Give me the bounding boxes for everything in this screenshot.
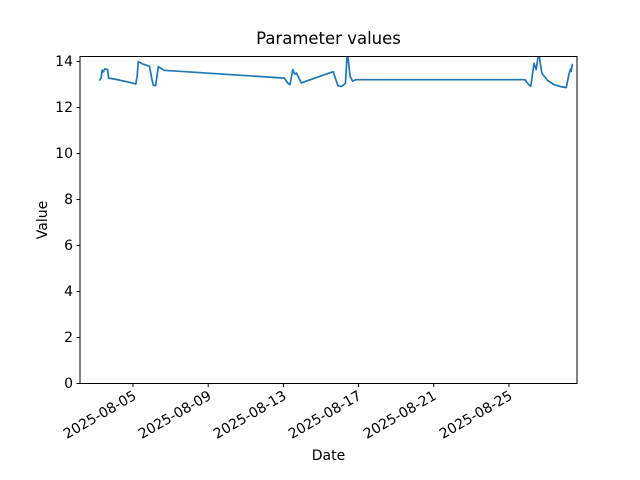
y-tick-label: 14 — [55, 53, 73, 70]
chart-title: Parameter values — [256, 29, 401, 48]
y-tick-label: 2 — [64, 329, 73, 346]
y-axis-label: Value — [35, 200, 51, 240]
x-axis-label: Date — [311, 448, 346, 464]
y-tick-label: 8 — [64, 191, 73, 208]
axes-frame — [79, 56, 578, 384]
y-tick-label: 6 — [64, 237, 73, 254]
y-tick-label: 12 — [55, 99, 73, 116]
y-tick-label: 10 — [55, 145, 73, 162]
y-tick-label: 4 — [64, 283, 73, 300]
y-tick-label: 0 — [64, 375, 73, 392]
series-line-parameter-values — [98, 56, 574, 89]
